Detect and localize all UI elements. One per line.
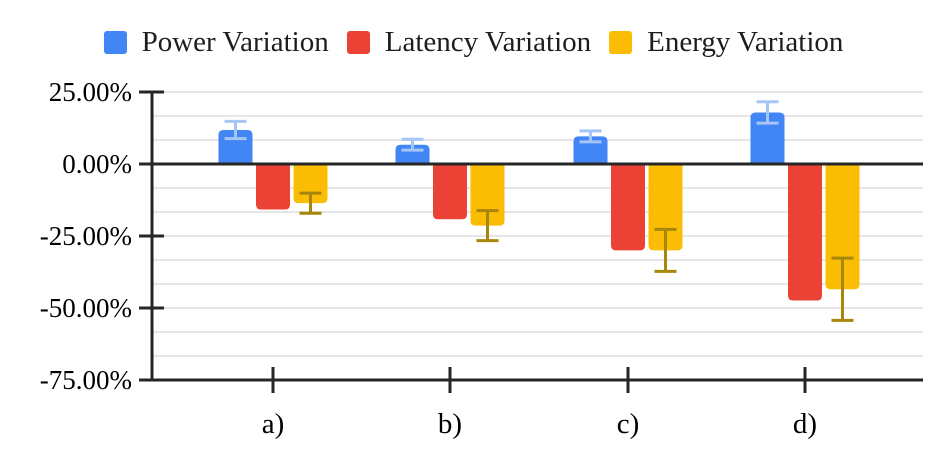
error-bar-energy-variation-0 bbox=[299, 191, 322, 215]
legend-label: Power Variation bbox=[141, 25, 329, 58]
legend-label: Latency Variation bbox=[384, 25, 592, 58]
bar-latency-variation-2 bbox=[611, 164, 645, 251]
error-bar-power-variation-1 bbox=[401, 137, 424, 152]
y-tick-label: -50.00% bbox=[40, 293, 132, 323]
legend-label: Energy Variation bbox=[647, 25, 844, 58]
x-category-label-2: c) bbox=[617, 408, 640, 440]
x-category-label-1: b) bbox=[438, 408, 462, 440]
error-bar-energy-variation-2 bbox=[654, 227, 677, 273]
legend: Power Variation Latency Variation Energy V… bbox=[0, 22, 947, 62]
legend-swatch-icon bbox=[346, 30, 370, 54]
bar-latency-variation-0 bbox=[256, 164, 290, 210]
legend-swatch-icon bbox=[609, 30, 633, 54]
x-category-label-0: a) bbox=[262, 408, 285, 440]
y-tick-label: -75.00% bbox=[40, 365, 132, 395]
y-tick-label: -25.00% bbox=[40, 221, 132, 251]
error-bar-power-variation-3 bbox=[756, 100, 779, 125]
legend-item-power-variation: Power Variation bbox=[103, 25, 329, 58]
bar-power-variation-3 bbox=[750, 112, 785, 164]
error-bar-power-variation-0 bbox=[224, 119, 247, 141]
legend-item-energy-variation: Energy Variation bbox=[609, 25, 844, 58]
y-tick-label: 0.00% bbox=[62, 149, 132, 179]
legend-swatch-icon bbox=[103, 30, 127, 54]
legend-item-latency-variation: Latency Variation bbox=[346, 25, 592, 58]
error-bar-energy-variation-1 bbox=[476, 209, 499, 243]
bar-latency-variation-1 bbox=[433, 164, 467, 220]
y-tick-label: 25.00% bbox=[49, 77, 132, 107]
error-bar-energy-variation-3 bbox=[831, 256, 854, 322]
bar-latency-variation-3 bbox=[788, 164, 822, 301]
error-bar-power-variation-2 bbox=[579, 129, 602, 144]
x-category-label-3: d) bbox=[793, 408, 817, 440]
